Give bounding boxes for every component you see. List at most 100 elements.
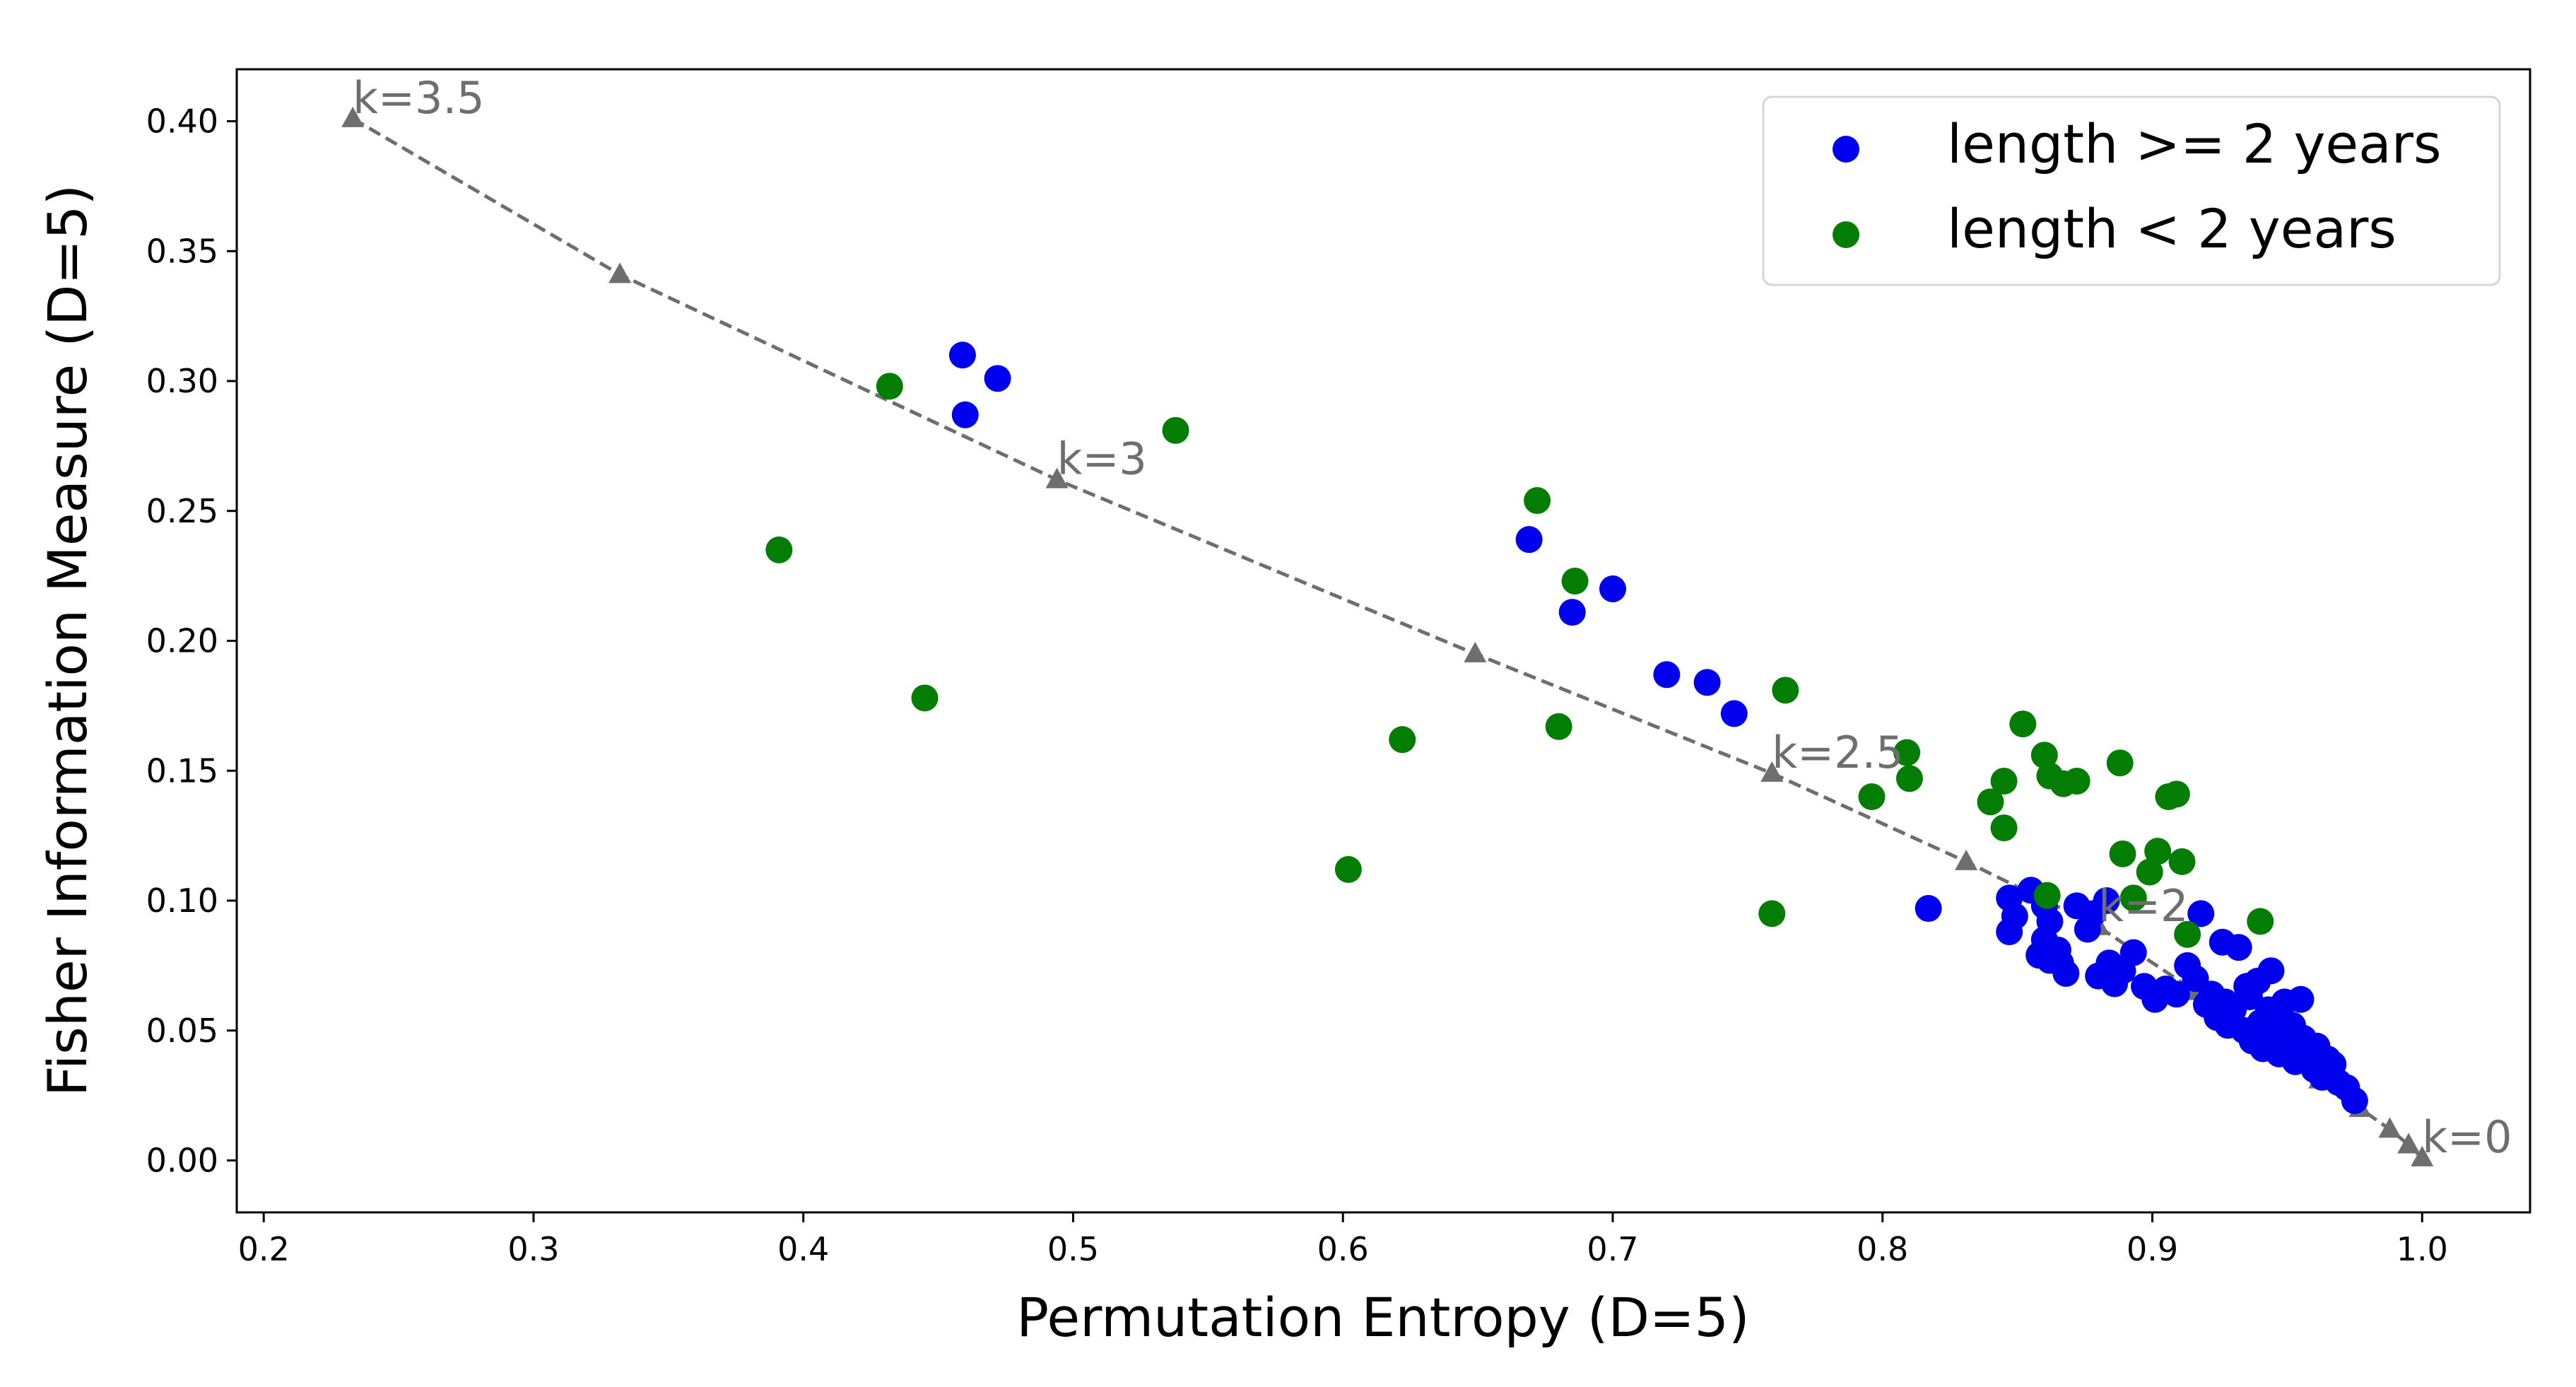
data-point-long bbox=[2341, 1087, 2368, 1114]
data-point-short bbox=[1895, 765, 1923, 792]
data-point-short bbox=[1893, 739, 1921, 766]
curve-annotation: k=0 bbox=[2422, 1111, 2512, 1163]
data-point-short bbox=[2136, 858, 2163, 886]
data-point-long bbox=[1720, 700, 1748, 727]
legend: length >= 2 years length < 2 years bbox=[1762, 95, 2501, 286]
y-tick-label: 0.10 bbox=[146, 882, 218, 920]
data-point-long bbox=[2119, 939, 2147, 966]
data-point-short bbox=[2119, 884, 2147, 912]
data-point-short bbox=[1389, 726, 1416, 754]
data-point-long bbox=[984, 365, 1011, 392]
data-point-long bbox=[2225, 934, 2252, 961]
legend-marker-green bbox=[1833, 221, 1859, 248]
reference-curve-marker bbox=[1045, 467, 1069, 488]
data-point-long bbox=[2211, 988, 2239, 1016]
data-points bbox=[765, 341, 2368, 1114]
data-point-long bbox=[1693, 669, 1721, 696]
data-point-short bbox=[2163, 780, 2190, 808]
curve-annotation: k=3 bbox=[1057, 433, 1147, 485]
data-point-short bbox=[1858, 783, 1886, 810]
data-point-long bbox=[2163, 981, 2190, 1008]
x-tick-label: 0.2 bbox=[238, 1230, 290, 1268]
reference-curve-line bbox=[351, 117, 2424, 1159]
data-point-short bbox=[876, 373, 903, 400]
curve-annotation: k=3.5 bbox=[353, 72, 484, 124]
legend-label-blue: length >= 2 years bbox=[1947, 112, 2442, 175]
y-tick-label: 0.15 bbox=[146, 751, 218, 790]
y-tick-label: 0.30 bbox=[146, 362, 218, 400]
reference-curve-marker bbox=[1955, 849, 1978, 870]
y-axis-label: Fisher Information Measure (D=5) bbox=[36, 185, 99, 1096]
reference-curve-marker bbox=[1760, 761, 1784, 782]
data-point-short bbox=[2174, 920, 2201, 948]
plot-area-frame bbox=[235, 68, 2531, 1214]
data-point-short bbox=[1162, 416, 1189, 444]
data-point-short bbox=[911, 684, 939, 712]
x-tick-label: 0.6 bbox=[1317, 1230, 1369, 1268]
data-point-long bbox=[2257, 957, 2285, 985]
x-tick-label: 0.9 bbox=[2127, 1230, 2178, 1268]
x-axis-ticks: 0.2 0.3 0.4 0.5 0.6 0.7 0.8 0.9 1.0 bbox=[238, 1212, 2448, 1268]
reference-curve-marker bbox=[608, 262, 632, 283]
y-tick-label: 0.40 bbox=[146, 103, 218, 141]
x-axis-label: Permutation Entropy (D=5) bbox=[1016, 1286, 1749, 1349]
data-point-long bbox=[951, 401, 979, 428]
reference-curve-marker bbox=[1464, 641, 1487, 662]
curve-annotation: k=2 bbox=[2098, 880, 2188, 932]
data-point-long bbox=[1653, 661, 1681, 689]
reference-curve-marker bbox=[2378, 1117, 2401, 1138]
data-point-long bbox=[2074, 915, 2101, 943]
data-point-long bbox=[1515, 526, 1543, 554]
data-point-short bbox=[1545, 713, 1572, 740]
data-point-long bbox=[1558, 599, 1586, 626]
data-point-short bbox=[1524, 487, 1551, 515]
reference-curve-marker bbox=[341, 106, 365, 127]
x-tick-label: 0.3 bbox=[507, 1230, 559, 1268]
data-point-short bbox=[2030, 742, 2058, 769]
curve-annotations: k=3.5 k=3 k=2.5 k=2 k=0 bbox=[353, 72, 2512, 1163]
y-tick-label: 0.35 bbox=[146, 232, 218, 270]
data-point-short bbox=[2009, 710, 2037, 738]
y-tick-label: 0.05 bbox=[146, 1012, 218, 1050]
data-point-long bbox=[1915, 895, 1942, 923]
x-tick-label: 1.0 bbox=[2396, 1230, 2448, 1268]
data-point-long bbox=[2287, 985, 2315, 1013]
data-point-short bbox=[1334, 855, 1362, 883]
data-point-short bbox=[2033, 882, 2061, 909]
data-point-short bbox=[1990, 814, 2018, 842]
data-point-short bbox=[2106, 749, 2134, 777]
legend-box bbox=[1762, 95, 2501, 286]
data-point-short bbox=[1772, 677, 1799, 704]
y-tick-label: 0.20 bbox=[146, 622, 218, 660]
data-point-short bbox=[1977, 788, 2004, 816]
data-point-short bbox=[1561, 567, 1589, 595]
data-point-short bbox=[2109, 840, 2136, 867]
reference-curve-marker bbox=[2411, 1145, 2434, 1166]
legend-marker-blue bbox=[1833, 136, 1859, 163]
data-point-long bbox=[2279, 1035, 2307, 1063]
x-tick-label: 0.8 bbox=[1857, 1230, 1908, 1268]
data-point-short bbox=[765, 536, 793, 563]
data-point-long bbox=[2260, 1001, 2288, 1029]
x-tick-label: 0.7 bbox=[1587, 1230, 1638, 1268]
x-tick-label: 0.5 bbox=[1047, 1230, 1099, 1268]
y-tick-label: 0.25 bbox=[146, 492, 218, 530]
data-point-long bbox=[948, 341, 976, 369]
data-point-short bbox=[1990, 767, 2018, 795]
data-point-long bbox=[2233, 973, 2261, 1000]
data-point-long bbox=[2093, 887, 2120, 914]
data-point-long bbox=[1599, 575, 1626, 602]
data-point-short bbox=[2247, 908, 2274, 935]
data-point-long bbox=[1996, 918, 2023, 946]
data-point-short bbox=[2168, 848, 2196, 875]
y-tick-label: 0.00 bbox=[146, 1142, 218, 1180]
curve-annotation: k=2.5 bbox=[1772, 727, 1903, 778]
data-point-short bbox=[1758, 900, 1786, 927]
legend-label-green: length < 2 years bbox=[1947, 197, 2396, 260]
data-point-short bbox=[2063, 767, 2090, 795]
x-tick-label: 0.4 bbox=[777, 1230, 829, 1268]
y-axis-ticks: 0.00 0.05 0.10 0.15 0.20 0.25 0.30 0.35 0.40 bbox=[146, 103, 237, 1180]
data-point-long bbox=[2036, 947, 2064, 974]
data-point-short bbox=[2144, 838, 2172, 865]
